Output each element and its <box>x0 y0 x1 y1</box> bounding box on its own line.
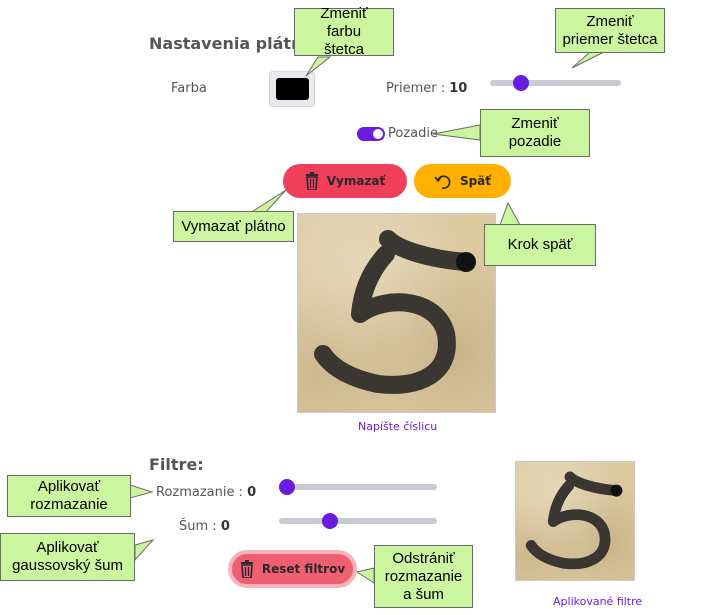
callout-undo-step: Krok späť <box>484 224 596 266</box>
filtered-digit <box>525 471 623 570</box>
callout-change-color: Zmeniť farbu štetca <box>294 5 394 58</box>
reset-filters-label: Reset filtrov <box>261 562 346 576</box>
size-label: Priemer : 10 <box>386 81 467 96</box>
filtered-preview <box>515 461 635 581</box>
background-toggle-row: Pozadie <box>357 126 438 141</box>
color-picker[interactable] <box>269 71 315 107</box>
noise-label-text: Šum : <box>179 519 221 534</box>
callout-remove-filters: Odstrániť rozmazanie a šum <box>374 545 473 608</box>
reset-filters-button[interactable]: Reset filtrov <box>228 550 357 588</box>
color-label: Farba <box>171 81 207 96</box>
noise-label: Šum : 0 <box>179 519 230 534</box>
clear-button-label: Vymazať <box>326 174 386 188</box>
background-toggle[interactable] <box>357 126 385 141</box>
blur-label-text: Rozmazanie : <box>156 485 248 500</box>
size-value: 10 <box>449 81 468 96</box>
callout-clear-canvas: Vymazať plátno <box>173 211 294 242</box>
settings-title: Nastavenia plátna <box>149 34 314 53</box>
size-label-text: Priemer : <box>386 81 450 96</box>
filters-title: Filtre: <box>149 455 204 474</box>
filtered-caption: Aplikované filtre <box>553 595 643 608</box>
trash-icon <box>240 560 253 578</box>
background-label: Pozadie <box>388 126 438 141</box>
blur-label: Rozmazanie : 0 <box>156 485 256 500</box>
blur-slider[interactable] <box>279 484 437 490</box>
noise-slider[interactable] <box>279 518 437 524</box>
clear-button[interactable]: Vymazať <box>283 164 407 198</box>
noise-value: 0 <box>220 519 230 534</box>
callout-apply-blur: Aplikovať rozmazanie <box>7 475 131 517</box>
undo-button[interactable]: Späť <box>414 164 511 198</box>
callout-apply-noise: Aplikovať gaussovský šum <box>0 533 135 581</box>
noise-slider-thumb[interactable] <box>321 513 338 529</box>
drawing-canvas[interactable] <box>297 213 496 413</box>
trash-icon <box>305 172 318 190</box>
canvas-caption: Napíšte číslicu <box>358 420 438 433</box>
blur-slider-thumb[interactable] <box>279 479 295 495</box>
color-swatch <box>275 78 309 100</box>
callout-change-background: Zmeniť pozadie <box>480 109 590 157</box>
size-slider[interactable] <box>490 80 621 86</box>
size-slider-thumb[interactable] <box>513 75 529 91</box>
undo-icon <box>434 175 451 189</box>
digit-drawing <box>314 230 476 394</box>
callout-change-size: Zmeniť priemer štetca <box>555 8 665 53</box>
blur-value: 0 <box>247 485 257 500</box>
undo-button-label: Späť <box>459 174 492 188</box>
